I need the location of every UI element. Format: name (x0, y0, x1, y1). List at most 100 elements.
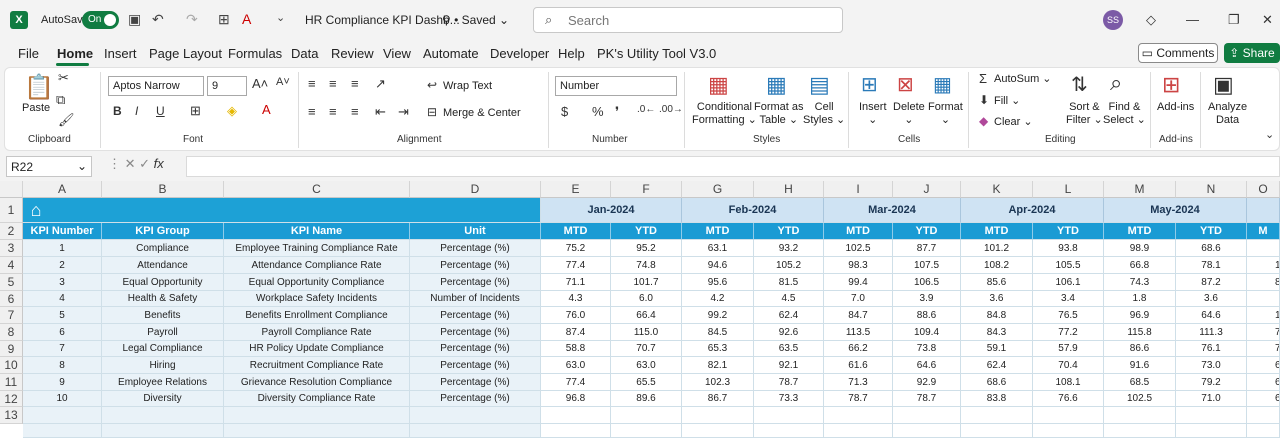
value-cell[interactable]: 102.5 (824, 240, 893, 257)
value-cell[interactable]: 3.4 (1033, 291, 1104, 307)
row-header-2[interactable]: 2 (0, 223, 23, 240)
unit-cell[interactable]: Percentage (%) (410, 274, 541, 291)
tab-automate[interactable]: Automate (423, 46, 479, 61)
value-cell[interactable]: 68.6 (1176, 240, 1247, 257)
kpi-group-cell[interactable]: Compliance (102, 240, 224, 257)
value-cell[interactable]: 91.6 (1104, 357, 1176, 374)
unit-cell[interactable]: Percentage (%) (410, 374, 541, 391)
row-header-8[interactable]: 8 (0, 324, 23, 341)
font-color-icon[interactable]: A (262, 102, 271, 117)
customize-qat-icon[interactable]: ⌄ (276, 12, 286, 24)
align-bottom-icon[interactable]: ≡ (351, 76, 359, 91)
value-cell-partial[interactable] (1247, 291, 1280, 307)
value-cell[interactable]: 87.4 (541, 324, 611, 341)
kpi-group-cell[interactable]: Payroll (102, 324, 224, 341)
bold-icon[interactable]: B (113, 104, 122, 118)
value-cell[interactable]: 84.8 (961, 307, 1033, 324)
value-cell[interactable]: 59.1 (961, 341, 1033, 357)
value-cell[interactable]: 92.9 (893, 374, 961, 391)
fill-button[interactable]: Fill ⌄ (994, 95, 1021, 107)
collapse-ribbon-icon[interactable]: ⌄ (1265, 129, 1275, 141)
row-header-7[interactable]: 7 (0, 307, 23, 324)
kpi-name-cell[interactable]: HR Policy Update Compliance (224, 341, 410, 357)
unit-cell[interactable]: Percentage (%) (410, 307, 541, 324)
value-cell[interactable]: 105.2 (754, 257, 824, 274)
value-cell[interactable]: 115.8 (1104, 324, 1176, 341)
kpi-number-cell[interactable]: 9 (23, 374, 102, 391)
row-header-4[interactable]: 4 (0, 257, 23, 274)
value-cell[interactable]: 99.2 (682, 307, 754, 324)
row-header-6[interactable]: 6 (0, 291, 23, 307)
empty-cell[interactable] (102, 424, 224, 438)
tab-data[interactable]: Data (291, 46, 319, 61)
fill-color-icon[interactable]: ◈ (227, 103, 237, 118)
kpi-group-cell[interactable]: Health & Safety (102, 291, 224, 307)
value-cell[interactable]: 4.2 (682, 291, 754, 307)
value-cell[interactable]: 85.6 (961, 274, 1033, 291)
name-box-dropdown-icon[interactable]: ⌄ (76, 159, 87, 173)
value-cell[interactable]: 87.7 (893, 240, 961, 257)
cut-icon[interactable]: ✂ (58, 70, 69, 85)
value-cell-partial[interactable]: 6 (1247, 391, 1280, 407)
kpi-group-cell[interactable]: Diversity (102, 391, 224, 407)
value-cell[interactable]: 108.2 (961, 257, 1033, 274)
value-cell[interactable]: 86.6 (1104, 341, 1176, 357)
value-cell[interactable]: 63.5 (754, 341, 824, 357)
wrap-text-button[interactable]: Wrap Text (443, 80, 493, 92)
align-center-icon[interactable]: ≡ (329, 104, 337, 119)
value-cell[interactable]: 77.4 (541, 257, 611, 274)
value-cell[interactable]: 62.4 (754, 307, 824, 324)
value-cell[interactable]: 77.4 (541, 374, 611, 391)
value-cell[interactable]: 84.3 (961, 324, 1033, 341)
value-cell[interactable]: 4.5 (754, 291, 824, 307)
value-cell[interactable]: 78.1 (1176, 257, 1247, 274)
value-cell[interactable]: 6.0 (611, 291, 682, 307)
value-cell[interactable]: 96.8 (541, 391, 611, 407)
value-cell[interactable]: 78.7 (824, 391, 893, 407)
value-cell[interactable]: 102.3 (682, 374, 754, 391)
format-cells-button[interactable]: Format ⌄ (928, 101, 963, 126)
decrease-decimal-icon[interactable]: .00→ (659, 104, 683, 115)
unit-cell[interactable]: Percentage (%) (410, 257, 541, 274)
select-all-corner[interactable] (0, 181, 23, 198)
row-header-1[interactable]: 1 (0, 198, 23, 223)
column-header-h[interactable]: H (754, 181, 824, 198)
kpi-name-cell[interactable]: Benefits Enrollment Compliance (224, 307, 410, 324)
row-header-5[interactable]: 5 (0, 274, 23, 291)
empty-cell[interactable] (224, 407, 410, 424)
value-cell[interactable]: 66.4 (611, 307, 682, 324)
row-header-10[interactable]: 10 (0, 357, 23, 374)
value-cell[interactable]: 81.5 (754, 274, 824, 291)
column-header-i[interactable]: I (824, 181, 893, 198)
value-cell-partial[interactable]: 1 (1247, 307, 1280, 324)
format-painter-icon[interactable]: 🖌 (58, 112, 75, 127)
premium-diamond-icon[interactable]: ◇ (1146, 12, 1156, 27)
tab-utility-tool[interactable]: PK's Utility Tool V3.0 (597, 46, 717, 61)
value-cell[interactable]: 92.1 (754, 357, 824, 374)
empty-cell[interactable] (682, 424, 754, 438)
value-cell[interactable]: 98.3 (824, 257, 893, 274)
value-cell[interactable]: 66.2 (824, 341, 893, 357)
value-cell[interactable]: 107.5 (893, 257, 961, 274)
row-header-9[interactable]: 9 (0, 341, 23, 357)
value-cell[interactable]: 78.7 (893, 391, 961, 407)
empty-cell[interactable] (824, 424, 893, 438)
value-cell[interactable]: 99.4 (824, 274, 893, 291)
copy-icon[interactable]: ⧉ (56, 92, 66, 107)
add-ins-button[interactable]: Add-ins (1157, 101, 1195, 113)
empty-cell[interactable] (410, 424, 541, 438)
column-header-b[interactable]: B (102, 181, 224, 198)
percent-icon[interactable]: % (592, 104, 604, 119)
share-button[interactable]: ⇪ Share (1224, 43, 1280, 63)
align-right-icon[interactable]: ≡ (351, 104, 359, 119)
value-cell[interactable]: 98.9 (1104, 240, 1176, 257)
value-cell[interactable]: 62.4 (961, 357, 1033, 374)
value-cell[interactable]: 63.0 (541, 357, 611, 374)
value-cell[interactable]: 68.5 (1104, 374, 1176, 391)
value-cell-partial[interactable]: 7 (1247, 341, 1280, 357)
empty-cell[interactable] (1104, 424, 1176, 438)
currency-icon[interactable]: $ (561, 104, 569, 119)
value-cell[interactable]: 64.6 (893, 357, 961, 374)
more-options-icon[interactable]: ⋮ (108, 156, 125, 171)
tab-file[interactable]: File (18, 46, 39, 61)
